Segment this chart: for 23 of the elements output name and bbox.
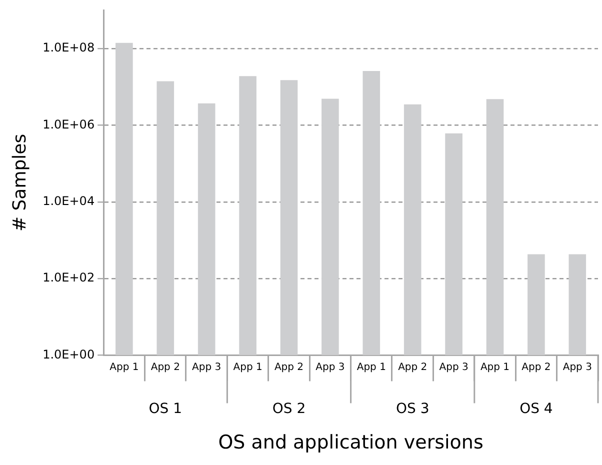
y-tick-label: 1.0E+00	[42, 347, 95, 362]
x-tick-label: App 1	[110, 362, 139, 373]
x-tick-label: App 3	[439, 362, 468, 373]
y-tick-label: 1.0E+02	[42, 270, 95, 285]
text: OS 3	[396, 400, 430, 417]
x-tick-label: App 1	[480, 362, 510, 373]
y-tick-label: 1.0E+06	[42, 117, 95, 132]
x-tick-label: App 1	[233, 362, 262, 373]
x-tick-label: App 3	[192, 362, 222, 373]
y-tick-label: 1.0E+08	[42, 40, 95, 55]
x-tick-label: App 3	[316, 362, 345, 373]
x-tick-label: App 2	[274, 362, 304, 373]
x-axis-title: OS and application versions	[218, 432, 484, 454]
text: OS 1	[148, 400, 182, 417]
x-tick-label: App 3	[562, 362, 592, 373]
y-tick-label: 1.0E+04	[42, 194, 95, 208]
x-tick-label: App 1	[356, 362, 386, 373]
x-tick-label: App 2	[398, 362, 428, 373]
x-tick-label: App 2	[522, 362, 551, 373]
x-tick-label: App 2	[150, 362, 180, 373]
y-axis-title: # Samples	[9, 134, 30, 232]
text: OS 4	[520, 400, 553, 417]
text: OS 2	[272, 400, 306, 417]
